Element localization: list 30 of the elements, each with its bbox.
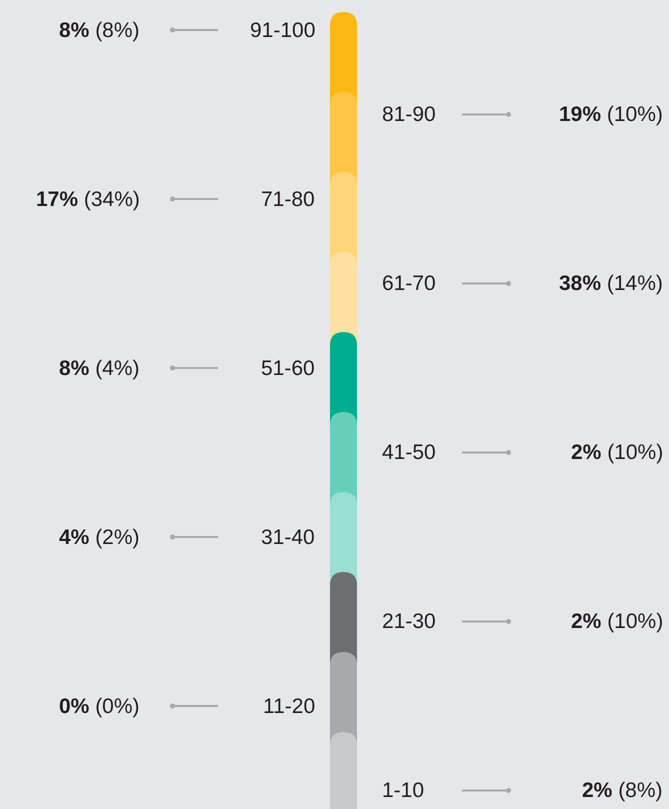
data-label: 2% (571, 441, 602, 464)
category-label: 61-70 (382, 272, 436, 295)
category-label: 11-20 (263, 695, 316, 718)
data-label: (10%) (607, 441, 664, 464)
data-label: (8%) (95, 19, 140, 42)
data-label: (8%) (618, 779, 663, 802)
data-label: (2%) (95, 526, 140, 549)
data-label: 2% (582, 779, 613, 802)
data-label: 2% (571, 610, 602, 633)
data-label: (10%) (607, 610, 664, 633)
category-label: 71-80 (261, 188, 315, 211)
category-label: 21-30 (382, 610, 436, 633)
data-label: (14%) (606, 272, 663, 295)
category-label: 51-60 (261, 357, 315, 380)
data-label: 4% (59, 526, 90, 549)
data-label: (10%) (606, 103, 663, 126)
category-label: 41-50 (382, 441, 436, 464)
data-label: 8% (59, 357, 90, 380)
category-label: 1-10 (382, 779, 424, 802)
data-label: 38% (559, 272, 602, 295)
data-label: (0%) (95, 695, 140, 718)
category-label: 91-100 (250, 19, 316, 42)
data-label: 0% (59, 695, 90, 718)
data-label: 17% (36, 188, 78, 211)
data-label: (4%) (95, 357, 140, 380)
data-label: 19% (559, 103, 602, 126)
data-label: (34%) (84, 188, 140, 211)
category-label: 81-90 (382, 103, 436, 126)
data-label: 8% (59, 19, 90, 42)
category-label: 31-40 (261, 526, 315, 549)
